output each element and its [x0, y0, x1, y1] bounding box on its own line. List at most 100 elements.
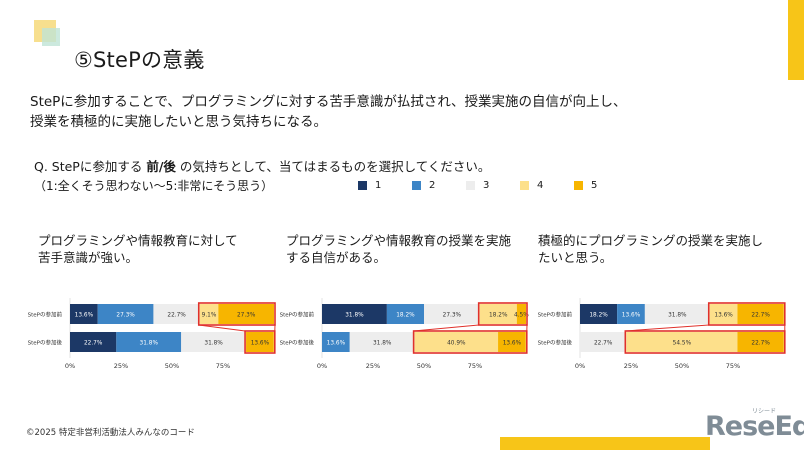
- chart-1-title-line1: プログラミングや情報教育に対して: [38, 233, 238, 248]
- highlight-connector: [413, 324, 479, 332]
- chart-1-title-line2: 苦手意識が強い。: [38, 250, 139, 265]
- value-label: 13.6%: [714, 312, 733, 318]
- x-tick-label: 50%: [675, 362, 689, 370]
- bar-segment: [386, 304, 424, 324]
- legend-swatch: [412, 181, 421, 190]
- bar-segment: [199, 304, 219, 324]
- chart-2-title-line2: する自信がある。: [286, 250, 387, 265]
- bar-segment: [617, 304, 645, 324]
- bar-segment: [153, 304, 200, 324]
- bar-segment: [626, 332, 738, 352]
- x-tick-label: 0%: [575, 362, 585, 370]
- chart-3-title-line1: 積極的にプログラミングの授業を実施し: [538, 233, 764, 248]
- legend-swatch: [466, 181, 475, 190]
- bar-segment: [218, 304, 274, 324]
- chart-1-title: プログラミングや情報教育に対して 苦手意識が強い。: [38, 232, 278, 266]
- bar-segment: [414, 332, 499, 352]
- lead-line-2: 授業を積極的に実施したいと思う気持ちになる。: [30, 114, 327, 130]
- bar-segment: [424, 304, 480, 324]
- question-suffix: の気持ちとして、当てはまるものを選択してください。: [179, 159, 491, 174]
- value-label: 31.8%: [668, 312, 687, 318]
- bar-segment: [322, 304, 387, 324]
- copyright-footer: ©2025 特定非営利活動法人みんなのコード: [26, 428, 195, 438]
- highlight-box: [707, 302, 786, 326]
- x-tick-label: 75%: [468, 362, 482, 370]
- value-label: 18.2%: [489, 312, 508, 318]
- x-tick-label: 25%: [624, 362, 638, 370]
- value-label: 22.7%: [84, 340, 103, 346]
- value-label: 31.8%: [140, 340, 159, 346]
- logo-subtext: リシード: [752, 408, 777, 415]
- bar-segment: [498, 332, 526, 352]
- value-label: 22.7%: [594, 340, 613, 346]
- legend-item-2: 2: [412, 180, 466, 191]
- category-label: StePの参加後: [28, 339, 63, 347]
- top-right-accent: [788, 0, 804, 80]
- legend-item-4: 4: [520, 180, 574, 191]
- x-tick-label: 50%: [417, 362, 431, 370]
- lead-line-1: StePに参加することで、プログラミングに対する苦手意識が払拭され、授業実施の自…: [30, 94, 627, 110]
- bar-segment: [181, 332, 247, 352]
- chart-3-title-line2: たいと思う。: [538, 250, 613, 265]
- legend-swatch: [358, 181, 367, 190]
- category-label: StePの参加前: [28, 311, 63, 319]
- bar-segment: [737, 304, 784, 324]
- legend-label: 2: [429, 180, 436, 191]
- value-label: 4.5%: [514, 312, 529, 318]
- x-tick-label: 50%: [165, 362, 179, 370]
- value-label: 13.6%: [327, 340, 346, 346]
- bar-segment: [580, 332, 627, 352]
- highlight-connector: [625, 324, 709, 332]
- value-label: 22.7%: [751, 340, 770, 346]
- category-label: StePの参加前: [280, 311, 315, 319]
- bar-segment: [322, 332, 350, 352]
- value-label: 27.3%: [116, 312, 135, 318]
- legend: 1 2 3 4 5: [358, 180, 628, 191]
- value-label: 22.7%: [167, 312, 186, 318]
- category-label: StePの参加後: [280, 339, 315, 347]
- bar-segment: [516, 304, 526, 324]
- bar-segment: [70, 332, 117, 352]
- value-label: 13.6%: [75, 312, 94, 318]
- x-tick-label: 25%: [366, 362, 380, 370]
- highlight-box: [412, 330, 528, 354]
- bar-segment: [116, 332, 182, 352]
- legend-label: 5: [591, 180, 598, 191]
- value-label: 9.1%: [202, 312, 217, 318]
- value-label: 27.3%: [443, 312, 462, 318]
- x-tick-label: 25%: [114, 362, 128, 370]
- logo-underline-bar: [500, 437, 710, 450]
- highlight-box: [624, 330, 786, 354]
- bar-segment: [737, 332, 784, 352]
- question-text: Q. StePに参加する 前/後 の気持ちとして、当てはまるものを選択してくださ…: [34, 156, 490, 175]
- chart-2-title: プログラミングや情報教育の授業を実施 する自信がある。: [286, 232, 526, 266]
- value-label: 31.8%: [373, 340, 392, 346]
- bar-segment: [70, 304, 98, 324]
- value-label: 18.2%: [589, 312, 608, 318]
- x-tick-label: 0%: [65, 362, 75, 370]
- question-emphasis: 前/後: [146, 159, 176, 174]
- highlight-box: [477, 302, 528, 326]
- value-label: 54.5%: [673, 340, 692, 346]
- bar-segment: [644, 304, 710, 324]
- highlight-box: [244, 330, 276, 354]
- value-label: 13.6%: [622, 312, 641, 318]
- legend-item-5: 5: [574, 180, 628, 191]
- legend-item-1: 1: [358, 180, 412, 191]
- question-prefix: Q. StePに参加する: [34, 159, 143, 174]
- bar-segment: [580, 304, 618, 324]
- bar-segment: [97, 304, 154, 324]
- highlight-box: [197, 302, 276, 326]
- value-label: 13.6%: [503, 340, 522, 346]
- value-label: 22.7%: [751, 312, 770, 318]
- legend-swatch: [574, 181, 583, 190]
- x-tick-label: 75%: [726, 362, 740, 370]
- value-label: 13.6%: [251, 340, 270, 346]
- category-label: StePの参加前: [538, 311, 573, 319]
- chart-3-title: 積極的にプログラミングの授業を実施し たいと思う。: [538, 232, 778, 266]
- legend-label: 3: [483, 180, 490, 191]
- x-tick-label: 0%: [317, 362, 327, 370]
- bar-segment: [479, 304, 517, 324]
- legend-item-3: 3: [466, 180, 520, 191]
